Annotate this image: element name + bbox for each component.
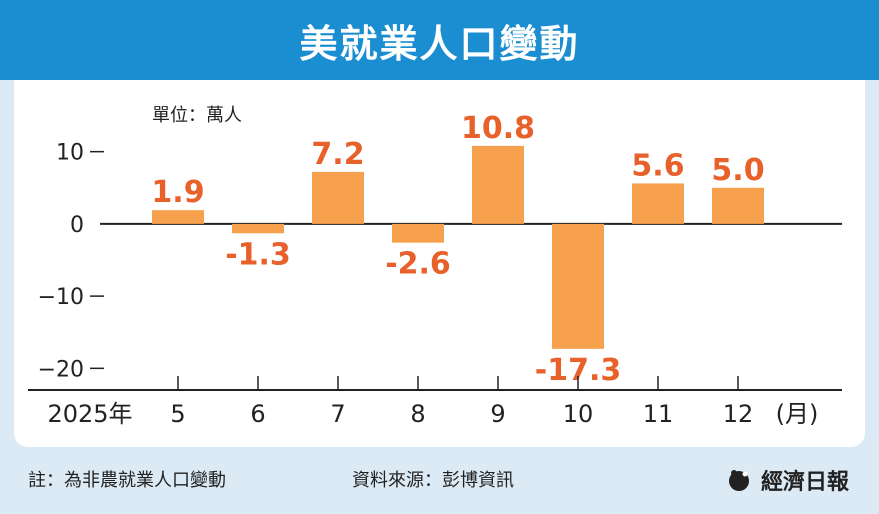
header-banner: 美就業人口變動 <box>0 0 879 80</box>
month-unit-label: (月) <box>776 400 819 428</box>
bar-value-label: -1.3 <box>225 237 291 272</box>
brand-icon <box>728 470 749 491</box>
bar <box>392 223 444 243</box>
bar <box>632 183 684 224</box>
bar-value-label: -2.6 <box>385 247 451 282</box>
x-tick-label: 12 <box>723 400 754 428</box>
chart-panel <box>14 80 865 447</box>
brand-logo: 經濟日報 <box>725 462 849 498</box>
bar <box>152 210 204 224</box>
year-label: 2025年 <box>47 400 132 428</box>
bar <box>232 223 284 234</box>
x-tick-label: 10 <box>563 400 594 428</box>
bar-value-label: 7.2 <box>311 137 364 172</box>
x-tick-label: 5 <box>170 400 185 428</box>
x-tick-label: 9 <box>490 400 505 428</box>
y-tick-label: 10 <box>56 141 84 166</box>
value-labels-group: 1.9-1.37.2-2.610.8-17.35.6 5.0 <box>151 111 764 388</box>
x-tick-label: 6 <box>250 400 265 428</box>
y-tick-label: −20 <box>38 357 84 382</box>
y-axis: 10 0 −10 −20 <box>38 141 104 382</box>
bar-value-label: 10.8 <box>461 111 535 146</box>
x-tick-label: 7 <box>330 400 345 428</box>
footnote: 註：為非農就業人口變動 <box>28 470 226 491</box>
bar-value-label: 1.9 <box>151 175 204 210</box>
y-tick-label: −10 <box>38 285 84 310</box>
bar <box>472 145 524 224</box>
bar <box>312 171 364 224</box>
bar <box>712 187 764 224</box>
bars-group <box>152 145 764 349</box>
x-tick-label: 8 <box>410 400 425 428</box>
x-tick-label: 11 <box>643 400 674 428</box>
bar-value-label: 5.6 <box>631 148 684 183</box>
bar <box>552 223 604 349</box>
x-axis-ticks: 5 6 7 8 9 10 11 12 <box>170 376 753 428</box>
bar-value-label: 5.0 <box>711 153 764 188</box>
chart-title: 美就業人口變動 <box>299 21 580 66</box>
brand-name: 經濟日報 <box>760 470 849 495</box>
unit-label: 單位：萬人 <box>152 105 242 126</box>
y-tick-label: 0 <box>70 213 84 238</box>
source-note: 資料來源：彭博資訊 <box>352 470 514 491</box>
